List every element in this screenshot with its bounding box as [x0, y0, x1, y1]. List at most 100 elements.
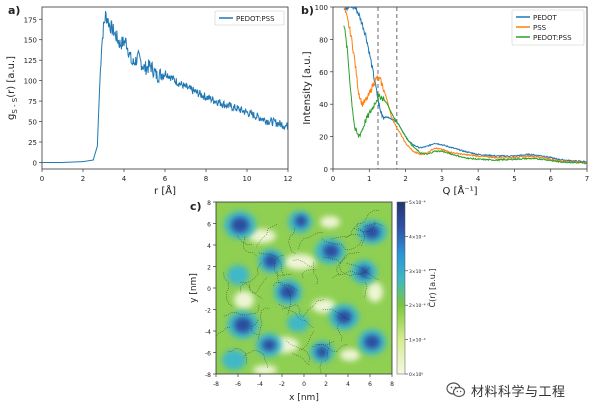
panel-c-y-tick-label: 6 [207, 222, 211, 229]
colorbar-gradient [396, 201, 406, 375]
watermark-text: 材料科学与工程 [471, 384, 566, 400]
polymer-chain [223, 272, 234, 307]
polymer-chain [258, 252, 284, 276]
panel-a-x-tick-label: 4 [122, 175, 127, 183]
panel-c-x-tick-label: 4 [346, 381, 350, 388]
polymer-chain [278, 303, 314, 328]
polymer-chain [292, 352, 311, 366]
polymer-chain [243, 236, 258, 257]
panel-b-y-axis-label: Intensity [a.u.] [302, 51, 313, 124]
panel-c-y-axis-label: y [nm] [189, 273, 199, 303]
watermark: 材料科学与工程 [446, 379, 566, 401]
panel-a-y-label-sub: S - S [11, 97, 19, 113]
panel-a-x-tick-label: 6 [163, 175, 168, 183]
panel-b-x-tick-label: 3 [440, 175, 444, 183]
polymer-chain [321, 237, 362, 251]
panel-b-legend: PEDOT PSS PEDOT:PSS [511, 9, 585, 46]
contour-polymer-chains [216, 209, 383, 374]
panel-b-reference-lines [377, 7, 398, 169]
polymer-chain [272, 282, 299, 292]
panel-b-x-axis-label: Q [Å⁻¹] [443, 184, 478, 197]
panel-b-y-tick-label: 20 [319, 134, 328, 142]
panel-a-y-tick-label: 150 [24, 37, 37, 45]
panel-c-label: c) [190, 200, 202, 213]
polymer-chain [319, 361, 323, 374]
panel-a-legend-box [214, 10, 285, 26]
polymer-chain [298, 331, 315, 351]
panel-a-y-label-main: g [6, 114, 17, 120]
panel-b-x-tick-label: 4 [476, 175, 481, 183]
panel-b: b) 0 1 2 3 4 5 6 7 0 20 40 60 80 100 Q [Å⁻¹] Intensit… [301, 4, 589, 197]
panel-b-x-tick-label: 6 [548, 175, 553, 183]
panel-c-x-tick-label: -6 [235, 381, 241, 388]
panel-a-y-tick-label: 25 [28, 139, 37, 147]
polymer-chain [236, 235, 253, 246]
polymer-chain [346, 263, 379, 280]
panel-a-y-axis-label: gS - S(r) [a.u.] [6, 56, 19, 120]
panel-a-series-line [42, 10, 288, 163]
panel-a-y-tick-label: 125 [24, 57, 37, 65]
panel-a-y-label-rest: (r) [a.u.] [6, 56, 17, 98]
panel-c-x-tick-label: 0 [302, 381, 306, 388]
polymer-chain [303, 299, 324, 317]
panel-c-x-tick-label: -4 [257, 381, 263, 388]
colorbar-tick-label: 1×10⁻⁴ [409, 338, 426, 344]
panel-a-y-tick-label: 100 [24, 78, 37, 86]
panel-b-x-tick-label: 2 [403, 175, 407, 183]
panel-b-y-tick-label: 60 [319, 69, 328, 77]
polymer-chain [240, 262, 262, 293]
panel-c-x-tick-label: -2 [279, 381, 285, 388]
panel-b-x-tick-label: 0 [331, 175, 335, 183]
panel-a-legend: PEDOT:PSS [214, 10, 285, 26]
panel-b-y-tick-label: 100 [315, 4, 328, 12]
polymer-chain [336, 251, 360, 276]
panel-a-plot-area [41, 6, 289, 170]
polymer-chain [356, 223, 365, 247]
polymer-chain [293, 259, 312, 267]
panel-b-series-pedot [343, 7, 587, 163]
panel-c-colorbar: 0×10⁰ 1×10⁻⁴ 2×10⁻⁴ 3×10⁻⁴ 4×10⁻⁴ 5×10⁻⁴ C̃(r… [396, 200, 437, 378]
polymer-chain [273, 255, 293, 277]
panel-a: a) 0 2 4 6 8 10 12 0 25 50 75 100 125 150 175 r [Å] gS… [6, 4, 292, 197]
panel-b-x-tick-label: 7 [585, 175, 589, 183]
polymer-chain [353, 220, 376, 233]
polymer-chain [240, 281, 263, 300]
panel-a-label: a) [8, 4, 20, 17]
panel-a-legend-label: PEDOT:PSS [236, 15, 275, 23]
panel-c-y-tick-label: 4 [207, 243, 211, 250]
panel-a-x-tick-label: 10 [243, 175, 252, 183]
polymer-chain [311, 341, 335, 348]
panel-b-x-tick-label: 1 [367, 175, 371, 183]
panel-b-legend-label-pedot: PEDOT [533, 14, 558, 22]
polymer-chain [325, 340, 330, 362]
polymer-chain [286, 340, 310, 363]
panel-b-legend-label-pedot-pss: PEDOT:PSS [533, 34, 572, 42]
contour-dark-regions [231, 215, 380, 358]
colorbar-tick-label: 4×10⁻⁴ [409, 234, 426, 240]
panel-c-y-tick-label: 0 [207, 286, 211, 293]
polymer-chain [250, 319, 261, 335]
panel-a-y-tick-label: 50 [28, 119, 37, 127]
colorbar-tick-label: 3×10⁻⁴ [409, 269, 426, 275]
polymer-chain [256, 224, 278, 247]
panel-a-x-axis-label: r [Å] [154, 184, 176, 197]
panel-c-y-tick-label: -8 [205, 372, 211, 379]
panel-c-x-tick-label: 6 [368, 381, 372, 388]
panel-b-x-tick-label: 5 [512, 175, 516, 183]
polymer-chain [288, 228, 297, 255]
colorbar-tick-label: 0×10⁰ [409, 372, 423, 378]
panel-b-y-tick-label: 40 [319, 101, 328, 109]
panel-c-y-tick-label: 2 [207, 265, 211, 272]
panel-c-y-tick-label: -2 [205, 308, 211, 315]
panel-c-x-tick-label: -8 [213, 381, 219, 388]
wechat-icon [446, 382, 466, 398]
panel-b-legend-label-pss: PSS [533, 24, 547, 32]
panel-b-series-pss [343, 7, 587, 164]
polymer-chain [332, 266, 371, 279]
polymer-chain [331, 233, 363, 240]
panel-c-x-axis-label: x [nm] [289, 393, 319, 403]
panel-a-y-tick-label: 75 [28, 98, 37, 106]
panel-a-x-tick-label: 8 [204, 175, 208, 183]
colorbar-ticks: 0×10⁰ 1×10⁻⁴ 2×10⁻⁴ 3×10⁻⁴ 4×10⁻⁴ 5×10⁻⁴ [405, 200, 426, 378]
